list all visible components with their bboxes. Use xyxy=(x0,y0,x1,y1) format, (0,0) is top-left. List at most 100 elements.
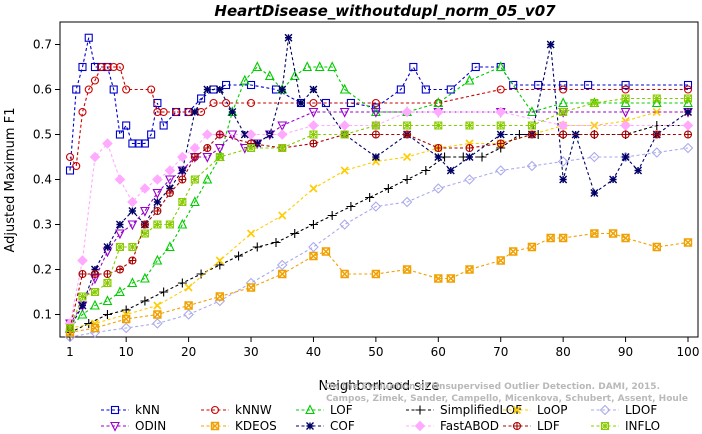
x-tick-label: 70 xyxy=(493,345,508,359)
data-point-lof xyxy=(102,295,113,306)
data-point-knnw xyxy=(109,62,118,72)
data-point-fastabod xyxy=(77,255,88,266)
data-point-knn xyxy=(134,139,143,148)
data-point-knn xyxy=(153,98,162,108)
data-point-fastabod xyxy=(557,120,569,131)
data-point-ldof xyxy=(464,174,475,185)
data-point-fastabod xyxy=(620,120,631,131)
data-point-cof xyxy=(78,301,87,310)
data-point-ldf xyxy=(128,256,137,265)
data-point-loop xyxy=(340,166,349,175)
data-point-odin xyxy=(339,107,350,118)
series-line-loop xyxy=(69,111,688,329)
data-point-knnw xyxy=(122,85,131,94)
legend-label-ldf: LDF xyxy=(537,419,560,433)
data-point-fastabod xyxy=(189,142,201,154)
data-point-cof xyxy=(128,207,137,215)
data-point-ldf xyxy=(683,130,693,139)
data-point-cof xyxy=(309,85,318,94)
data-point-simplifiedlof xyxy=(252,242,262,252)
data-point-inflo xyxy=(590,98,599,108)
data-point-simplifiedlof xyxy=(383,184,393,193)
data-point-cof xyxy=(284,33,293,42)
data-point-lof xyxy=(264,70,275,81)
legend-item-loop: LoOP xyxy=(503,403,568,417)
data-point-ldof xyxy=(651,147,663,158)
data-point-cof xyxy=(446,166,455,175)
data-point-knn xyxy=(509,80,518,90)
credit-line-2: On the Evaluation of Unsupervised Outlie… xyxy=(325,382,660,392)
series-inflo xyxy=(65,94,693,333)
data-point-lof xyxy=(152,254,163,265)
data-point-fastabod xyxy=(102,138,113,149)
data-point-ldof xyxy=(120,322,132,334)
data-point-cof xyxy=(465,153,474,161)
legend-label-lof: LOF xyxy=(330,403,353,417)
data-point-fastabod xyxy=(202,129,213,140)
data-point-lof xyxy=(558,97,569,108)
data-point-loop xyxy=(246,229,256,238)
data-point-fastabod xyxy=(339,120,350,131)
data-point-ldof xyxy=(620,151,631,163)
series-cof xyxy=(66,33,692,332)
data-point-kdeos xyxy=(527,242,537,252)
data-point-simplifiedlof xyxy=(177,278,187,288)
data-point-ldf xyxy=(309,139,318,148)
data-point-ldf xyxy=(559,130,568,139)
data-point-fastabod xyxy=(401,106,413,118)
data-point-inflo xyxy=(434,121,443,130)
data-point-kdeos xyxy=(340,269,349,279)
legend-marker-lof xyxy=(305,404,315,415)
legend-label-ldof: LDOF xyxy=(625,403,657,417)
data-point-knnw xyxy=(103,62,112,72)
series-line-lof xyxy=(69,66,688,329)
legend-label-knnw: kNNW xyxy=(235,403,272,417)
data-point-knnw xyxy=(153,107,162,117)
data-point-cof xyxy=(90,265,99,274)
y-tick-label: 0.7 xyxy=(33,38,52,52)
data-point-knnw xyxy=(246,98,256,108)
data-point-inflo xyxy=(403,121,412,130)
axes: 1 10 20 30 40 50 60 70 80 90 100 0.1 0.2 0.3 0.4 0.5 0.6… xyxy=(33,38,700,360)
data-point-kdeos xyxy=(496,256,505,265)
legend-marker-ldf xyxy=(512,421,522,431)
data-point-knn xyxy=(159,121,168,130)
data-point-ldf xyxy=(590,130,599,139)
data-point-inflo xyxy=(527,121,536,130)
data-point-inflo xyxy=(65,323,75,333)
data-point-odin xyxy=(620,107,631,118)
data-point-kdeos xyxy=(402,265,412,274)
data-point-cof xyxy=(296,99,305,107)
data-point-lof xyxy=(464,74,475,85)
series-line-ldf xyxy=(69,133,688,329)
credit-line-1: Campos, Zimek, Sander, Campello, Micenko… xyxy=(326,394,688,404)
data-point-ldf xyxy=(465,143,474,153)
data-point-kdeos xyxy=(590,229,599,238)
data-point-simplifiedlof xyxy=(308,220,318,229)
data-point-simplifiedlof xyxy=(365,193,375,202)
data-point-odin xyxy=(164,175,175,186)
data-point-fastabod xyxy=(114,174,126,185)
data-point-inflo xyxy=(559,107,568,117)
data-point-knnw xyxy=(65,152,75,162)
data-point-simplifiedlof xyxy=(140,296,150,306)
data-point-kdeos xyxy=(683,238,693,247)
data-point-simplifiedlof xyxy=(102,310,112,319)
data-point-cof xyxy=(228,108,237,116)
data-point-kdeos xyxy=(465,265,474,274)
data-point-lof xyxy=(115,286,125,297)
data-point-odin xyxy=(115,229,125,240)
data-point-cof xyxy=(434,153,443,161)
data-point-lof xyxy=(177,218,188,229)
data-point-cof xyxy=(559,175,568,184)
data-point-cof xyxy=(634,166,643,175)
data-point-ldf xyxy=(652,130,661,139)
data-point-ldof xyxy=(339,219,350,230)
data-point-kdeos xyxy=(652,242,661,252)
legend-label-knn: kNN xyxy=(135,403,160,417)
data-point-knnw xyxy=(115,62,124,72)
legend-label-loop: LoOP xyxy=(537,403,568,417)
data-point-inflo xyxy=(128,242,137,252)
data-point-knn xyxy=(371,103,380,112)
